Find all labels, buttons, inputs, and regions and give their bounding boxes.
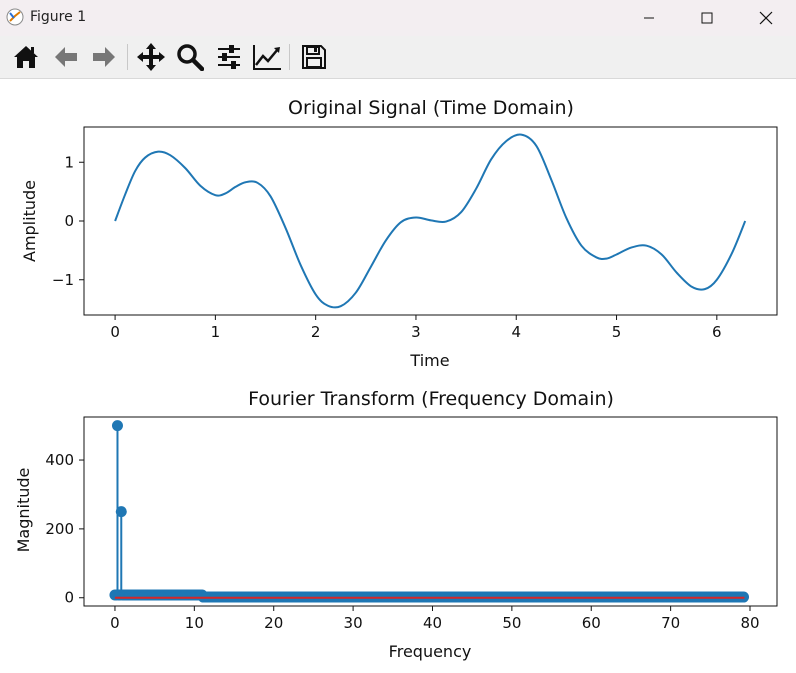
xtick-label: 10 (185, 614, 204, 632)
minimize-button[interactable] (620, 0, 678, 36)
xtick-label: 30 (344, 614, 363, 632)
save-floppy-icon (302, 45, 326, 69)
frequency-ylabel: Magnitude (14, 468, 33, 553)
stem-marker (115, 506, 127, 518)
window-titlebar: Figure 1 (0, 0, 796, 36)
time-ylabel: Amplitude (20, 180, 39, 262)
forward-arrow-icon (93, 47, 115, 67)
frequency-domain-subplot: Fourier Transform (Frequency Domain) 0 10… (14, 388, 778, 661)
frequency-domain-axes-frame (83, 416, 778, 607)
frequency-stems (109, 420, 750, 603)
frequency-domain-ticks: 0 10 20 30 40 50 60 70 80 0 200 400 (45, 451, 759, 632)
xtick-label: 0 (110, 614, 120, 632)
zoom-button[interactable] (173, 40, 207, 74)
frequency-domain-title: Fourier Transform (Frequency Domain) (248, 388, 614, 410)
toolbar-separator (289, 44, 290, 70)
xtick-label: 70 (661, 614, 680, 632)
xtick-label: 1 (211, 323, 221, 341)
maximize-button[interactable] (678, 0, 736, 36)
xtick-label: 20 (264, 614, 283, 632)
time-domain-ticks: 0 1 2 3 4 5 6 −1 0 1 (52, 153, 722, 341)
stem-marker (111, 420, 123, 432)
minimize-icon (644, 17, 654, 19)
ytick-label: 0 (64, 589, 74, 607)
xtick-label: 50 (502, 614, 521, 632)
xtick-label: 2 (311, 323, 321, 341)
ytick-label: 200 (45, 520, 74, 538)
time-xlabel: Time (409, 351, 449, 370)
toolbar-separator (127, 44, 128, 70)
configure-subplots-button[interactable] (212, 40, 246, 74)
edit-axis-icon (253, 45, 281, 70)
matplotlib-toolbar (0, 36, 796, 79)
ytick-label: −1 (52, 271, 74, 289)
ytick-label: 1 (64, 153, 74, 171)
edit-axis-button[interactable] (250, 40, 284, 74)
configure-subplots-icon (218, 45, 240, 69)
forward-button[interactable] (87, 40, 121, 74)
maximize-icon (701, 12, 713, 24)
close-button[interactable] (737, 0, 795, 36)
save-button[interactable] (297, 40, 331, 74)
xtick-label: 4 (511, 323, 521, 341)
home-icon (14, 46, 38, 68)
xtick-label: 40 (423, 614, 442, 632)
xtick-label: 3 (411, 323, 421, 341)
pan-button[interactable] (134, 40, 168, 74)
xtick-label: 80 (740, 614, 759, 632)
close-icon (759, 11, 773, 25)
zoom-magnifier-icon (177, 44, 204, 71)
frequency-xlabel: Frequency (389, 642, 472, 661)
window-title: Figure 1 (30, 9, 87, 25)
time-domain-subplot: Original Signal (Time Domain) 0 1 2 3 4 5 6−10… (20, 97, 778, 370)
ytick-label: 0 (64, 212, 74, 230)
time-signal-line (114, 133, 747, 309)
back-button[interactable] (49, 40, 83, 74)
xtick-label: 6 (712, 323, 722, 341)
time-domain-title: Original Signal (Time Domain) (288, 97, 574, 119)
xtick-label: 60 (582, 614, 601, 632)
app-icon (6, 8, 24, 26)
xtick-label: 0 (110, 323, 120, 341)
pan-move-icon (137, 43, 165, 71)
xtick-label: 5 (612, 323, 622, 341)
figure-canvas[interactable]: Original Signal (Time Domain) 0 1 2 3 4 5 6−10… (0, 78, 796, 673)
home-button[interactable] (9, 40, 43, 74)
ytick-label: 400 (45, 451, 74, 469)
time-domain-axes-frame (83, 126, 778, 316)
back-arrow-icon (55, 47, 77, 67)
